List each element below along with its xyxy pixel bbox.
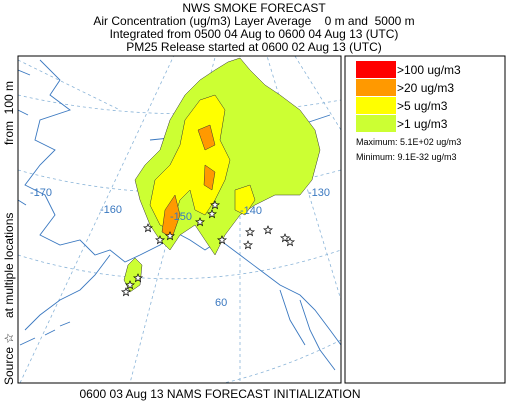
footer: 0600 03 Aug 13 NAMS FORECAST INITIALIZAT…: [80, 387, 361, 401]
minimum: Minimum: 9.1E-32 ug/m3: [356, 152, 457, 162]
subtitle: Air Concentration (ug/m3) Layer Average …: [93, 14, 414, 28]
grid-label: -170: [30, 187, 52, 199]
side-label: Source ☆: [2, 333, 16, 385]
grid-label: -150: [170, 211, 192, 223]
legend-swatch: [356, 79, 396, 96]
legend-swatch: [356, 115, 396, 132]
side-label: from 100 m: [2, 81, 16, 145]
legend-label: >5 ug/m3: [397, 99, 448, 113]
smoke-plume: [123, 57, 321, 293]
grid-label: 60: [215, 297, 227, 309]
subtitle: Integrated from 0500 04 Aug to 0600 04 A…: [110, 27, 399, 41]
legend: >100 ug/m3 >20 ug/m3 >5 ug/m3 >1 ug/m3 Maxi…: [344, 55, 506, 384]
legend-swatch: [356, 97, 396, 114]
legend-frame: [344, 55, 506, 384]
legend-label: >20 ug/m3: [397, 81, 454, 95]
grid-label: -140: [240, 205, 262, 217]
side-label: at multiple locations: [2, 213, 16, 318]
title: NWS SMOKE FORECAST: [182, 1, 326, 15]
legend-label: >100 ug/m3: [397, 63, 461, 77]
legend-swatch: [356, 61, 396, 78]
maximum: Maximum: 5.1E+02 ug/m3: [356, 137, 461, 147]
grid-label: -160: [100, 204, 122, 216]
map-frame: [17, 55, 342, 384]
subtitle: PM25 Release started at 0600 02 Aug 13 (…: [126, 40, 381, 54]
map: -170 -160 -150 -140 -130 60: [17, 55, 342, 384]
legend-label: >1 ug/m3: [397, 117, 448, 131]
grid-label: -130: [308, 187, 330, 199]
